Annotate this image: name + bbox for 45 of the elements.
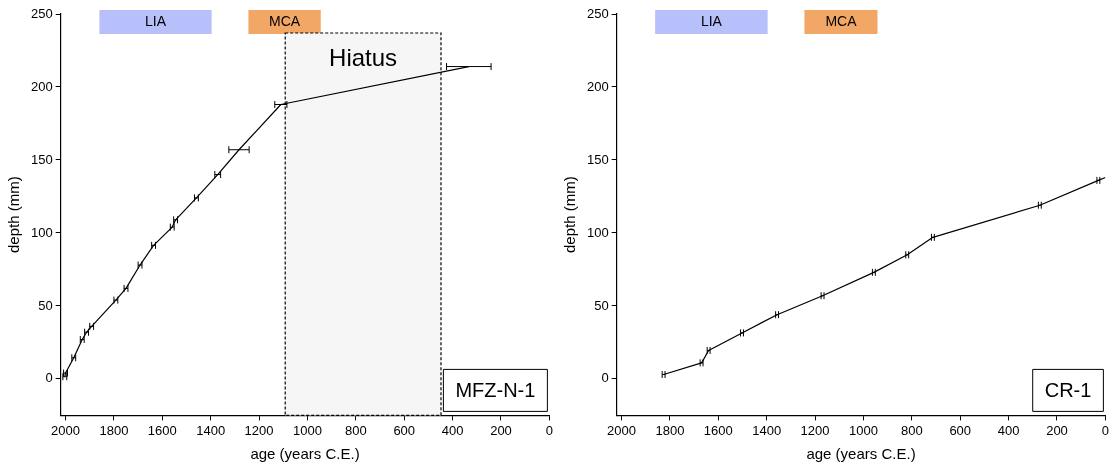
- y-tick-label: 0: [45, 370, 53, 386]
- y-tick-label: 200: [30, 78, 53, 94]
- band-label: MCA: [269, 12, 301, 29]
- band-label: Hiatus: [329, 43, 398, 71]
- x-axis-title: age (years C.E.): [806, 445, 916, 463]
- x-tick-label: 1800: [99, 422, 129, 438]
- x-tick-label: 1600: [147, 422, 177, 438]
- x-tick-label: 1800: [655, 422, 685, 438]
- y-tick-label: 50: [594, 297, 609, 313]
- annotation: MFZ-N-1: [455, 378, 536, 401]
- y-tick-label: 100: [586, 224, 609, 240]
- x-tick-label: 1600: [703, 422, 733, 438]
- x-tick-label: 0: [1101, 422, 1109, 438]
- y-axis-title: depth (mm): [561, 176, 579, 254]
- x-tick-label: 400: [997, 422, 1020, 438]
- x-tick-label: 200: [1046, 422, 1068, 438]
- band-label: MCA: [825, 12, 858, 29]
- x-tick-label: 1400: [752, 422, 782, 438]
- x-tick-label: 800: [344, 422, 367, 438]
- x-tick-label: 1000: [293, 422, 322, 438]
- x-tick-label: 600: [393, 422, 416, 438]
- y-tick-label: 0: [601, 370, 609, 386]
- x-axis-title: age (years C.E.): [250, 445, 360, 463]
- y-tick-label: 150: [586, 151, 609, 167]
- annotation: CR-1: [1044, 378, 1092, 401]
- y-tick-label: 200: [586, 78, 609, 94]
- y-tick-label: 250: [586, 5, 609, 21]
- x-tick-label: 600: [949, 422, 972, 438]
- x-tick-label: 200: [490, 422, 512, 438]
- x-tick-label: 2000: [607, 422, 636, 438]
- x-tick-label: 2000: [51, 422, 80, 438]
- x-tick-label: 400: [441, 422, 464, 438]
- y-tick-label: 100: [30, 224, 53, 240]
- y-axis-title: depth (mm): [5, 176, 23, 254]
- band-label: LIA: [145, 12, 167, 29]
- y-tick-label: 150: [30, 151, 53, 167]
- x-tick-label: 0: [545, 422, 553, 438]
- x-tick-label: 1200: [800, 422, 830, 438]
- x-tick-label: 1200: [244, 422, 274, 438]
- x-tick-label: 1000: [849, 422, 878, 438]
- x-tick-label: 800: [900, 422, 923, 438]
- x-tick-label: 1400: [196, 422, 226, 438]
- band-label: LIA: [700, 12, 723, 29]
- y-tick-label: 50: [38, 297, 53, 313]
- y-tick-label: 250: [30, 5, 53, 21]
